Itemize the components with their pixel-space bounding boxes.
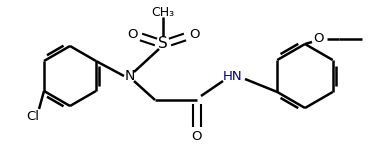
Text: O: O [127, 29, 137, 42]
Text: Cl: Cl [27, 109, 39, 122]
Text: N: N [125, 69, 135, 83]
Text: O: O [314, 33, 324, 46]
Text: CH₃: CH₃ [152, 7, 174, 20]
Text: O: O [192, 129, 202, 142]
Text: HN: HN [223, 69, 243, 82]
Text: O: O [189, 29, 199, 42]
Text: S: S [158, 36, 168, 51]
